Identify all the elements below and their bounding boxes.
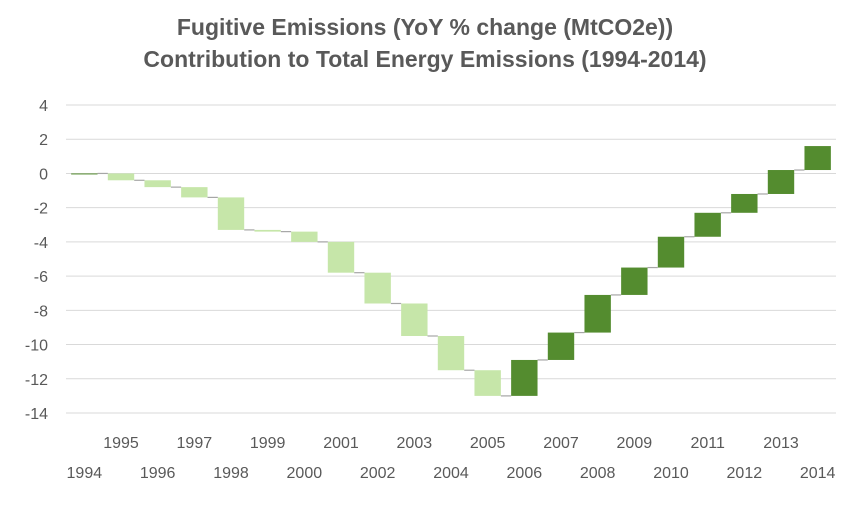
- x-tick-label: 1999: [250, 435, 286, 452]
- x-tick-label: 2003: [397, 435, 433, 452]
- x-tick-label: 2009: [617, 435, 653, 452]
- x-tick-label: 1998: [213, 465, 249, 482]
- x-tick-label: 2000: [287, 465, 323, 482]
- y-tick-label: 2: [39, 132, 48, 149]
- bar-2011: [694, 212, 721, 237]
- x-tick-label: 1996: [140, 465, 176, 482]
- x-tick-label: 2012: [727, 465, 763, 482]
- bar-1999: [254, 229, 281, 232]
- chart-subtitle: Contribution to Total Energy Emissions (…: [143, 46, 707, 72]
- bar-1995: [107, 173, 135, 181]
- y-tick-label: -14: [25, 406, 48, 423]
- bar-2000: [291, 231, 318, 242]
- bar-1997: [181, 187, 208, 198]
- bar-2007: [547, 332, 575, 360]
- x-tick-label: 2006: [507, 465, 543, 482]
- x-tick-label: 2004: [433, 465, 469, 482]
- y-tick-label: 0: [39, 166, 48, 183]
- bar-2003: [401, 303, 428, 336]
- x-tick-label: 1995: [103, 435, 139, 452]
- bar-1994: [71, 173, 98, 175]
- x-tick-label: 2008: [580, 465, 616, 482]
- bar-2006: [511, 359, 538, 396]
- x-tick-label: 2002: [360, 465, 396, 482]
- y-tick-label: -10: [25, 338, 48, 355]
- x-tick-label: 2013: [763, 435, 799, 452]
- bar-1996: [144, 180, 171, 188]
- x-tick-label: 2005: [470, 435, 506, 452]
- chart-title: Fugitive Emissions (YoY % change (MtCO2e…: [176, 14, 674, 40]
- y-tick-label: -2: [34, 201, 48, 218]
- x-tick-label: 2014: [800, 465, 836, 482]
- bar-2004: [437, 336, 465, 371]
- bar-2013: [767, 170, 795, 194]
- x-tick-label: 2010: [653, 465, 689, 482]
- bar-2002: [364, 272, 391, 304]
- y-tick-label: -6: [34, 269, 48, 286]
- x-tick-label: 2001: [323, 435, 359, 452]
- x-tick-label: 1997: [177, 435, 213, 452]
- x-tick-label: 1994: [67, 465, 103, 482]
- y-tick-label: -12: [25, 372, 48, 389]
- bar-2012: [731, 193, 758, 213]
- bar-2010: [657, 236, 685, 268]
- bar-2008: [584, 294, 611, 333]
- bar-2005: [474, 370, 501, 396]
- bar-1998: [217, 197, 245, 230]
- x-tick-label: 2007: [543, 435, 579, 452]
- bar-2009: [621, 267, 648, 295]
- y-tick-label: 4: [39, 98, 48, 115]
- bar-2001: [327, 241, 355, 273]
- bar-2014: [804, 146, 831, 171]
- x-tick-label: 2011: [690, 435, 725, 452]
- y-tick-label: -4: [34, 235, 48, 252]
- y-tick-label: -8: [34, 303, 48, 320]
